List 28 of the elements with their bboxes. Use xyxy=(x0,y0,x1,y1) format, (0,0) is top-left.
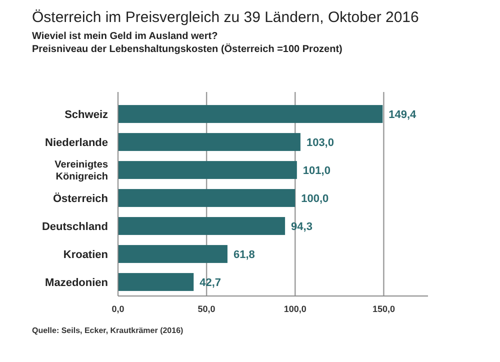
x-tick-label: 0,0 xyxy=(112,304,124,314)
bar xyxy=(118,133,300,151)
y-tick-label: Niederlande xyxy=(45,136,108,149)
data-label: 42,7 xyxy=(200,276,222,289)
bar xyxy=(118,217,286,235)
data-label: 149,4 xyxy=(388,108,418,121)
bar xyxy=(118,245,228,263)
data-label: 94,3 xyxy=(291,220,312,233)
bar xyxy=(118,189,296,207)
x-tick-label: 100,0 xyxy=(284,304,306,314)
source-note: Quelle: Seils, Ecker, Krautkrämer (2016) xyxy=(32,326,184,335)
bar xyxy=(118,273,194,291)
y-tick-label: Vereinigtes Königreich xyxy=(54,160,108,182)
chart-title: Österreich im Preisvergleich zu 39 Ländern, Oktober 2016 xyxy=(32,9,419,26)
data-label: 101,0 xyxy=(302,164,330,177)
chart-subtitle: Wieviel ist mein Geld im Ausland wert? Preisniveau der Lebenshaltungskosten (Österreich =100 Prozent) xyxy=(32,31,342,55)
y-tick-label: Mazedonien xyxy=(45,276,108,289)
x-tick-label: 150,0 xyxy=(372,304,395,314)
x-tick-label: 50,0 xyxy=(198,304,216,314)
bar xyxy=(118,161,297,179)
bar xyxy=(118,105,383,123)
y-tick-label: Kroatien xyxy=(63,248,108,261)
y-tick-label: Schweiz xyxy=(64,108,108,121)
data-label: 103,0 xyxy=(306,136,334,149)
y-tick-label: Deutschland xyxy=(42,220,108,233)
data-label: 100,0 xyxy=(301,192,329,205)
y-tick-label: Österreich xyxy=(52,192,108,205)
data-label: 61,8 xyxy=(233,248,255,261)
